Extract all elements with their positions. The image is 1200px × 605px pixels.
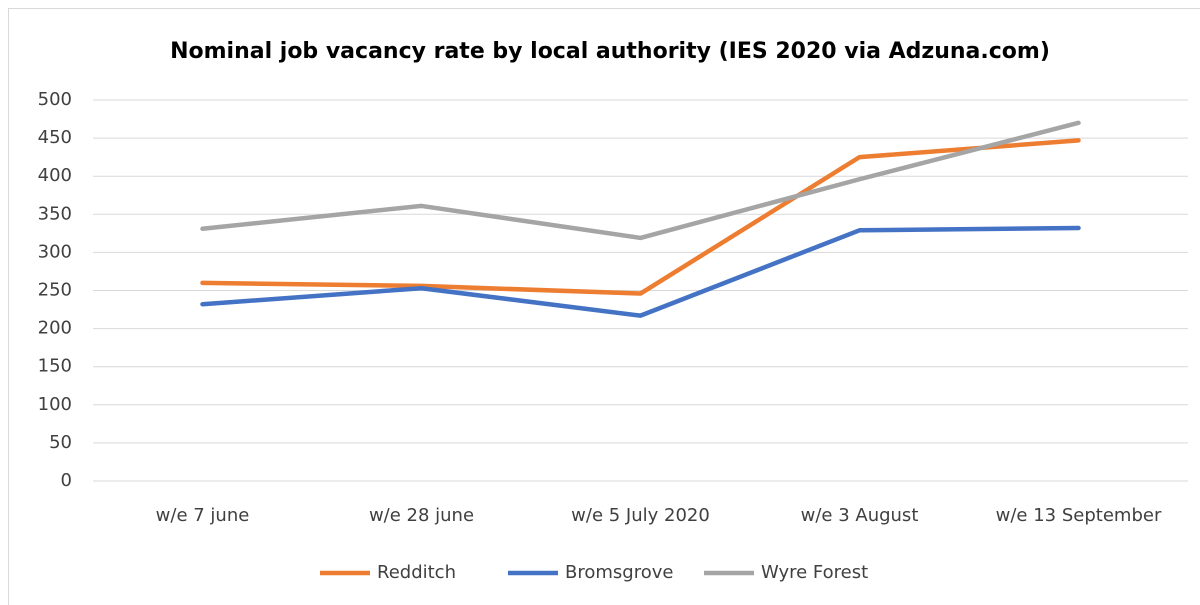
x-tick-label: w/e 5 July 2020 — [571, 505, 710, 526]
y-tick-label: 350 — [38, 203, 72, 224]
legend-label: Bromsgrove — [565, 562, 673, 583]
y-tick-label: 0 — [61, 470, 72, 491]
y-tick-label: 250 — [38, 280, 72, 301]
legend-label: Redditch — [377, 562, 456, 583]
legend-label: Wyre Forest — [761, 562, 868, 583]
data-line — [200, 138, 1081, 296]
x-tick-label: w/e 28 june — [369, 505, 474, 526]
y-tick-label: 200 — [38, 318, 72, 339]
y-tick-label: 450 — [38, 127, 72, 148]
x-tick-label: w/e 13 September — [996, 505, 1162, 526]
y-tick-label: 100 — [38, 394, 72, 415]
data-line — [200, 225, 1081, 318]
chart-title: Nominal job vacancy rate by local author… — [170, 39, 1050, 64]
y-tick-label: 50 — [49, 432, 72, 453]
y-tick-label: 300 — [38, 241, 72, 262]
y-tick-label: 400 — [38, 165, 72, 186]
chart-frame — [8, 8, 1200, 605]
data-line — [200, 120, 1081, 241]
x-tick-label: w/e 3 August — [801, 505, 919, 526]
x-tick-label: w/e 7 june — [156, 505, 250, 526]
y-tick-label: 500 — [38, 89, 72, 110]
y-tick-label: 150 — [38, 356, 72, 377]
